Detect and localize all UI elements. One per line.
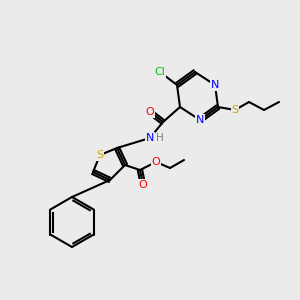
Text: N: N [146, 133, 154, 143]
Text: S: S [231, 105, 239, 115]
Text: O: O [139, 180, 147, 190]
Text: N: N [196, 115, 204, 125]
Text: N: N [211, 80, 219, 90]
Text: H: H [156, 133, 164, 143]
Text: S: S [96, 150, 103, 160]
Text: O: O [146, 107, 154, 117]
Text: Cl: Cl [154, 67, 165, 77]
Text: O: O [152, 157, 160, 167]
